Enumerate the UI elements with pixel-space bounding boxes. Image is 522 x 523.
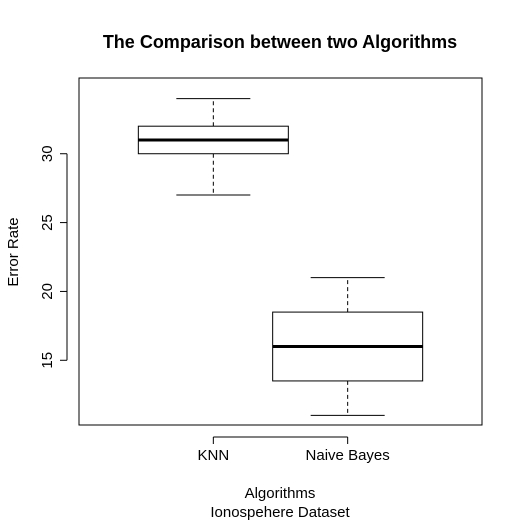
chart-title: The Comparison between two Algorithms <box>103 32 457 52</box>
box-0 <box>137 98 289 196</box>
box-1 <box>272 277 424 416</box>
y-tick-label-30: 30 <box>39 145 56 162</box>
x-axis: KNN Naive Bayes <box>197 436 390 464</box>
y-tick-label-25: 25 <box>39 214 56 231</box>
plot-frame <box>78 77 483 426</box>
x-axis-label: Algorithms <box>245 485 316 502</box>
y-tick-label-15: 15 <box>39 352 56 369</box>
y-axis-label: Error Rate <box>5 217 22 286</box>
y-axis: 15 20 25 30 <box>39 145 68 369</box>
x-tick-label-0: KNN <box>197 447 229 464</box>
chart-subtitle: Ionospehere Dataset <box>210 504 350 521</box>
x-tick-label-1: Naive Bayes <box>306 447 390 464</box>
y-tick-label-20: 20 <box>39 283 56 300</box>
boxes <box>137 98 424 416</box>
